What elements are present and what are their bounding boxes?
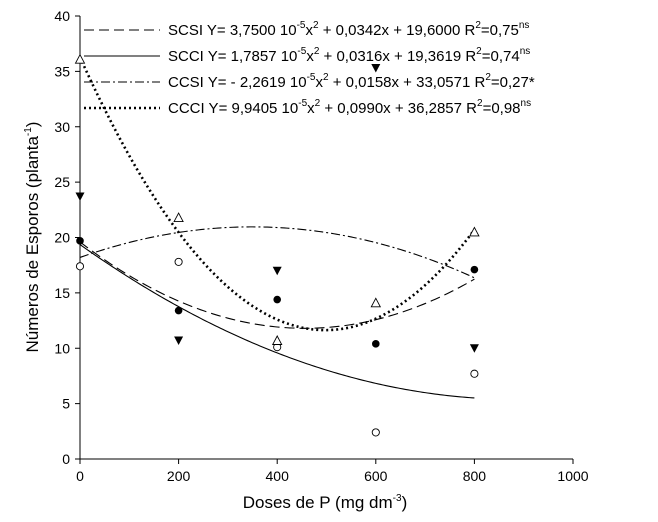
legend-entry-scsi: SCSI Y= 3,7500 10-5x2 + 0,0342x + 19,600… bbox=[168, 20, 529, 39]
legend-text-part: =0,98 bbox=[483, 100, 521, 117]
x-tick-label: 0 bbox=[76, 468, 84, 484]
data-point-ccsi bbox=[75, 192, 85, 202]
legend-text-part: =0,74 bbox=[482, 48, 520, 65]
data-point-ccsi bbox=[272, 266, 282, 276]
legend-entry-scci: SCCI Y= 1,7857 10-5x2 + 0,0316x + 19,361… bbox=[168, 46, 530, 65]
y-tick-label: 35 bbox=[54, 63, 70, 79]
data-point-ccci bbox=[173, 212, 184, 223]
legend: SCSI Y= 3,7500 10-5x2 + 0,0342x + 19,600… bbox=[84, 20, 535, 117]
y-ticks: 0 5 10 15 20 25 30 35 40 bbox=[54, 8, 80, 467]
x-tick-label: 1000 bbox=[557, 468, 588, 484]
data-point-ccsi bbox=[469, 344, 479, 353]
legend-entry-ccsi: CCSI Y= - 2,2619 10-5x2 + 0,0158x + 33,0… bbox=[168, 72, 535, 91]
y-axis-label: Números de Esporos (planta-1) bbox=[23, 122, 42, 353]
legend-text-part: -5 bbox=[298, 98, 307, 109]
legend-text-part: x bbox=[306, 48, 314, 65]
data-point-scsi bbox=[470, 265, 479, 274]
legend-text-part: + 0,0316x + 19,3619 R bbox=[319, 48, 476, 65]
data-point-scsi bbox=[174, 306, 183, 315]
y-tick-label: 0 bbox=[62, 451, 70, 467]
data-point-scci bbox=[371, 428, 380, 437]
fit-curves bbox=[78, 56, 476, 399]
y-tick-label: 15 bbox=[54, 285, 70, 301]
x-tick-label: 800 bbox=[463, 468, 487, 484]
legend-text-part: 2 bbox=[314, 46, 320, 57]
fit-curve-ccci bbox=[78, 56, 476, 332]
x-tick-label: 400 bbox=[266, 468, 290, 484]
fit-curve-scci bbox=[79, 244, 475, 399]
legend-text-part: -5 bbox=[297, 46, 306, 57]
legend-text-part: ns bbox=[521, 98, 532, 109]
data-point-scsi bbox=[372, 340, 380, 348]
legend-text-part: CCCI Y= 9,9405 10 bbox=[168, 100, 298, 117]
legend-text-part: x bbox=[315, 74, 323, 91]
legend-entry-ccci: CCCI Y= 9,9405 10-5x2 + 0,0990x + 36,285… bbox=[168, 98, 531, 117]
legend-text-part: -5 bbox=[307, 72, 316, 83]
legend-text-part: 2 bbox=[313, 20, 319, 31]
fit-curve-ccsi bbox=[79, 226, 475, 279]
data-point-scsi bbox=[76, 237, 84, 245]
legend-text-part: + 0,0342x + 19,6000 R bbox=[319, 22, 476, 39]
fit-curve-scsi bbox=[79, 241, 475, 329]
data-point-ccsi bbox=[174, 336, 184, 345]
data-point-ccci bbox=[469, 226, 480, 237]
legend-text-part: 2 bbox=[475, 20, 481, 31]
legend-text-part: CCSI Y= - 2,2619 10 bbox=[168, 74, 307, 91]
y-tick-label: 20 bbox=[54, 230, 70, 246]
legend-text-part: 2 bbox=[315, 98, 321, 109]
data-point-scci bbox=[75, 262, 85, 271]
legend-text-part: + 0,0158x + 33,0571 R bbox=[329, 74, 486, 91]
data-points bbox=[74, 53, 480, 437]
y-tick-label: 5 bbox=[62, 396, 70, 412]
y-tick-label: 10 bbox=[54, 340, 70, 356]
data-point-ccci bbox=[370, 297, 382, 308]
data-point-scci bbox=[470, 369, 479, 378]
legend-text-part: 2 bbox=[323, 72, 329, 83]
legend-text-part: SCSI Y= 3,7500 10 bbox=[168, 22, 297, 39]
data-point-ccci bbox=[74, 53, 86, 64]
data-point-ccci bbox=[271, 335, 283, 345]
x-axis-label: Doses de P (mg dm-3) bbox=[243, 493, 408, 512]
x-tick-label: 200 bbox=[167, 468, 191, 484]
legend-text-part: ns bbox=[519, 20, 530, 31]
legend-text-part: x bbox=[305, 22, 313, 39]
legend-text-part: ns bbox=[520, 46, 531, 57]
data-point-ccsi bbox=[371, 64, 381, 73]
x-tick-label: 600 bbox=[364, 468, 388, 484]
legend-text-part: -5 bbox=[297, 20, 306, 31]
legend-text-part: SCCI Y= 1,7857 10 bbox=[168, 48, 297, 65]
y-tick-label: 25 bbox=[54, 174, 70, 190]
y-tick-label: 40 bbox=[54, 8, 70, 24]
legend-text-part: x bbox=[307, 100, 315, 117]
x-ticks: 0 200 400 600 800 1000 bbox=[76, 459, 589, 484]
legend-text-part: 2 bbox=[477, 98, 483, 109]
data-point-scci bbox=[174, 257, 183, 266]
data-point-scsi bbox=[273, 295, 282, 304]
legend-text-part: =0,27* bbox=[491, 74, 535, 91]
legend-text-part: 2 bbox=[476, 46, 482, 57]
legend-text-part: =0,75 bbox=[481, 22, 519, 39]
legend-text-part: + 0,0990x + 36,2857 R bbox=[320, 100, 477, 117]
y-tick-label: 30 bbox=[54, 119, 70, 135]
legend-text-part: 2 bbox=[485, 72, 491, 83]
